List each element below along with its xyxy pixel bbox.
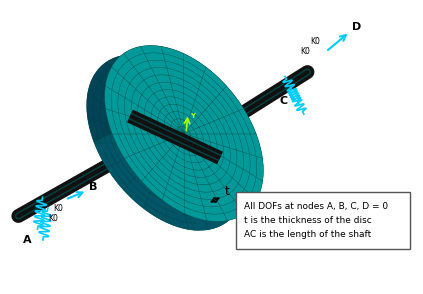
- Text: B: B: [89, 182, 98, 192]
- Text: A: A: [23, 235, 32, 245]
- Polygon shape: [94, 133, 264, 230]
- Text: t: t: [225, 185, 230, 198]
- Polygon shape: [104, 46, 264, 221]
- Text: K0: K0: [48, 214, 58, 223]
- Polygon shape: [87, 46, 256, 143]
- Text: K0: K0: [310, 37, 320, 46]
- Text: All DOFs at nodes A, B, C, D = 0
t is the thickness of the disc
AC is the length: All DOFs at nodes A, B, C, D = 0 t is th…: [244, 202, 388, 239]
- Text: K0: K0: [300, 47, 310, 56]
- Text: Y: Y: [190, 113, 195, 118]
- Text: D: D: [352, 22, 361, 32]
- FancyBboxPatch shape: [236, 192, 410, 249]
- Text: C: C: [280, 96, 288, 106]
- Text: K0: K0: [53, 204, 63, 213]
- Polygon shape: [87, 54, 245, 230]
